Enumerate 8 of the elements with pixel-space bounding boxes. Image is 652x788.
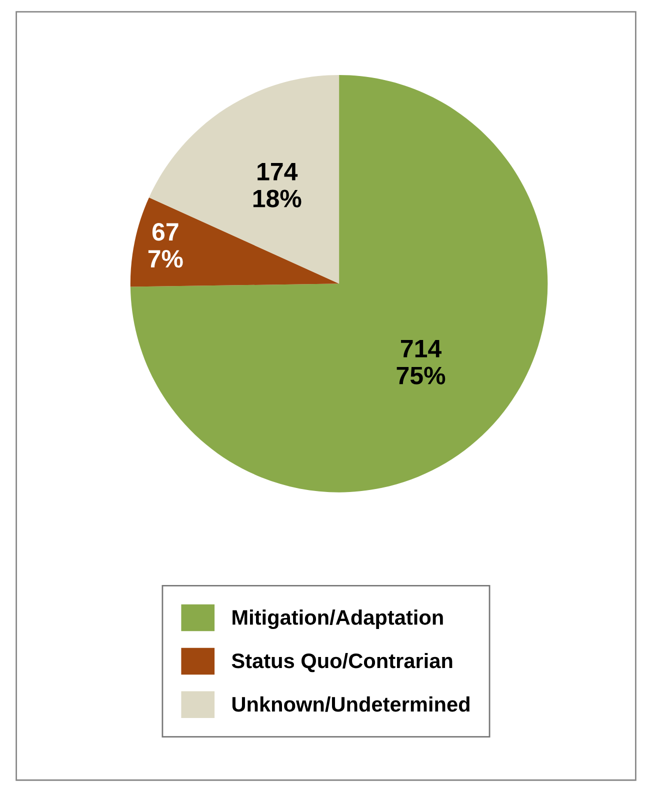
data-label: 714 75% — [396, 340, 446, 384]
legend-label: Unknown/Undetermined — [232, 696, 470, 712]
pie-slice — [149, 75, 340, 284]
legend-label: Mitigation/Adaptation — [232, 610, 443, 630]
data-label: 67 7% — [148, 223, 183, 268]
pie-slice — [130, 75, 548, 492]
data-label: 174 18% — [253, 163, 302, 208]
legend-label: Status Quo/Contrarian — [232, 652, 452, 672]
